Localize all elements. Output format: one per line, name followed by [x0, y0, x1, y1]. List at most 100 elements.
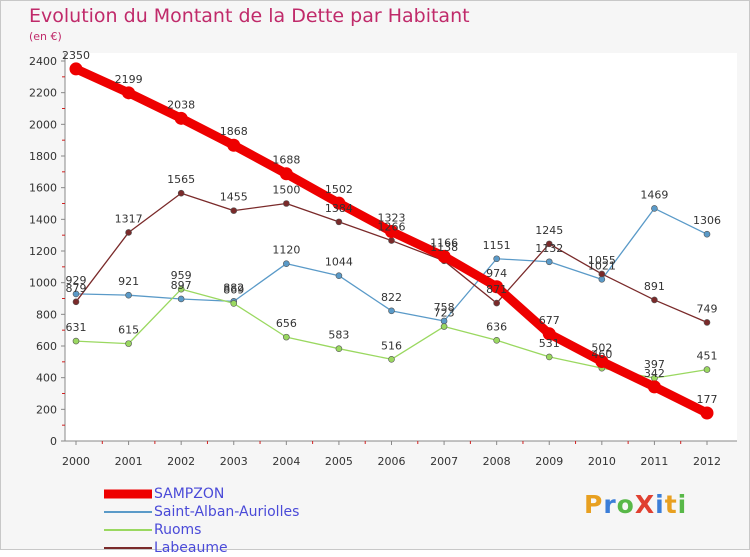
unit-label: (en €) — [29, 30, 62, 43]
data-label-ruoms: 959 — [171, 269, 192, 282]
data-point-labeaume — [177, 189, 185, 197]
data-label-sampzon: 502 — [591, 342, 612, 355]
data-point-labeaume — [703, 319, 711, 326]
y-tick-label: 200 — [36, 403, 57, 416]
legend-label-ruoms: Ruoms — [154, 522, 202, 538]
data-label-labeaume: 1384 — [325, 202, 353, 215]
data-label-sampzon: 342 — [644, 367, 665, 380]
data-point-saint-alban-auriolles — [125, 291, 132, 299]
data-point-sampzon — [279, 167, 293, 181]
data-label-sampzon: 1323 — [378, 212, 406, 225]
x-tick-label: 2005 — [325, 455, 353, 468]
data-point-saint-alban-auriolles — [545, 258, 553, 266]
data-point-labeaume — [230, 207, 238, 214]
data-label-sampzon: 677 — [539, 314, 560, 327]
data-label-saint-alban-auriolles: 921 — [118, 275, 139, 288]
data-point-labeaume — [598, 270, 606, 278]
data-label-ruoms: 531 — [539, 337, 560, 350]
legend-swatch-saint-alban-auriolles — [104, 511, 152, 513]
data-point-saint-alban-auriolles — [335, 272, 343, 280]
x-tick-label: 2003 — [220, 455, 248, 468]
data-label-ruoms: 869 — [223, 283, 244, 296]
data-label-ruoms: 615 — [118, 324, 139, 337]
data-label-labeaume: 1455 — [220, 191, 248, 204]
data-point-ruoms — [125, 340, 132, 347]
data-label-saint-alban-auriolles: 1469 — [640, 188, 668, 201]
data-point-sampzon — [385, 225, 398, 239]
x-tick-label: 2008 — [483, 455, 511, 468]
data-label-saint-alban-auriolles: 1044 — [325, 256, 353, 269]
x-tick-label: 2012 — [693, 455, 721, 468]
data-point-saint-alban-auriolles — [651, 205, 658, 212]
data-point-saint-alban-auriolles — [72, 290, 80, 298]
data-label-ruoms: 656 — [276, 317, 297, 330]
data-label-sampzon: 2350 — [62, 49, 90, 62]
data-label-saint-alban-auriolles: 822 — [381, 291, 402, 304]
data-label-saint-alban-auriolles: 897 — [171, 279, 192, 292]
y-tick-label: 2400 — [29, 55, 57, 68]
data-label-saint-alban-auriolles: 929 — [66, 274, 87, 287]
data-label-labeaume: 891 — [644, 280, 665, 293]
data-label-saint-alban-auriolles: 1151 — [483, 239, 511, 252]
data-label-sampzon: 1502 — [325, 183, 353, 196]
data-point-ruoms — [177, 285, 185, 293]
data-label-labeaume: 1055 — [588, 254, 616, 267]
data-point-sampzon — [595, 355, 609, 369]
data-label-sampzon: 1868 — [220, 125, 248, 138]
data-label-ruoms: 460 — [591, 348, 612, 361]
legend-swatch-labeaume — [104, 547, 152, 549]
data-point-ruoms — [72, 337, 80, 345]
legend-label-labeaume: Labeaume — [154, 540, 228, 556]
data-point-sampzon — [542, 327, 556, 341]
data-label-sampzon: 2199 — [115, 73, 143, 86]
data-point-ruoms — [230, 300, 238, 307]
data-point-ruoms — [335, 345, 343, 352]
data-label-labeaume: 1500 — [272, 184, 300, 197]
data-point-labeaume — [388, 237, 395, 244]
y-tick-label: 2200 — [29, 87, 57, 100]
data-point-sampzon — [647, 380, 661, 394]
data-point-sampzon — [69, 62, 83, 76]
x-tick-label: 2007 — [430, 455, 458, 468]
data-point-saint-alban-auriolles — [703, 230, 711, 238]
data-label-ruoms: 636 — [486, 320, 507, 333]
data-label-labeaume: 871 — [486, 283, 507, 296]
data-point-labeaume — [125, 229, 132, 236]
data-label-labeaume: 1317 — [115, 212, 143, 225]
data-label-ruoms: 723 — [434, 307, 455, 320]
x-tick-label: 2009 — [535, 455, 563, 468]
data-point-labeaume — [335, 218, 343, 226]
data-label-ruoms: 516 — [381, 339, 402, 352]
data-label-saint-alban-auriolles: 882 — [223, 281, 244, 294]
chart-title: Evolution du Montant de la Dette par Hab… — [29, 5, 470, 27]
data-label-sampzon: 1688 — [272, 154, 300, 167]
x-tick-label: 2004 — [272, 455, 300, 468]
x-tick-label: 2002 — [167, 455, 195, 468]
y-tick-label: 1200 — [29, 245, 57, 258]
data-point-sampzon — [122, 86, 136, 100]
x-tick-label: 2011 — [640, 455, 668, 468]
data-label-labeaume: 1138 — [430, 241, 458, 254]
data-point-labeaume — [283, 200, 290, 207]
data-point-labeaume — [493, 299, 500, 307]
y-tick-label: 600 — [36, 340, 57, 353]
data-label-ruoms: 631 — [66, 321, 87, 334]
x-tick-label: 2001 — [115, 455, 143, 468]
legend-swatch-ruoms — [104, 529, 152, 531]
data-point-saint-alban-auriolles — [388, 307, 395, 315]
y-tick-label: 400 — [36, 372, 57, 385]
y-tick-label: 2000 — [29, 118, 57, 131]
data-point-ruoms — [545, 353, 553, 361]
x-tick-label: 2000 — [62, 455, 90, 468]
y-tick-label: 0 — [50, 435, 57, 448]
y-tick-label: 1800 — [29, 150, 57, 163]
data-label-sampzon: 974 — [486, 267, 507, 280]
data-point-saint-alban-auriolles — [283, 260, 290, 267]
data-label-ruoms: 397 — [644, 358, 665, 371]
data-label-labeaume: 879 — [66, 282, 87, 295]
data-label-sampzon: 177 — [697, 393, 718, 406]
data-label-sampzon: 1166 — [430, 236, 458, 249]
data-point-sampzon — [227, 138, 241, 152]
